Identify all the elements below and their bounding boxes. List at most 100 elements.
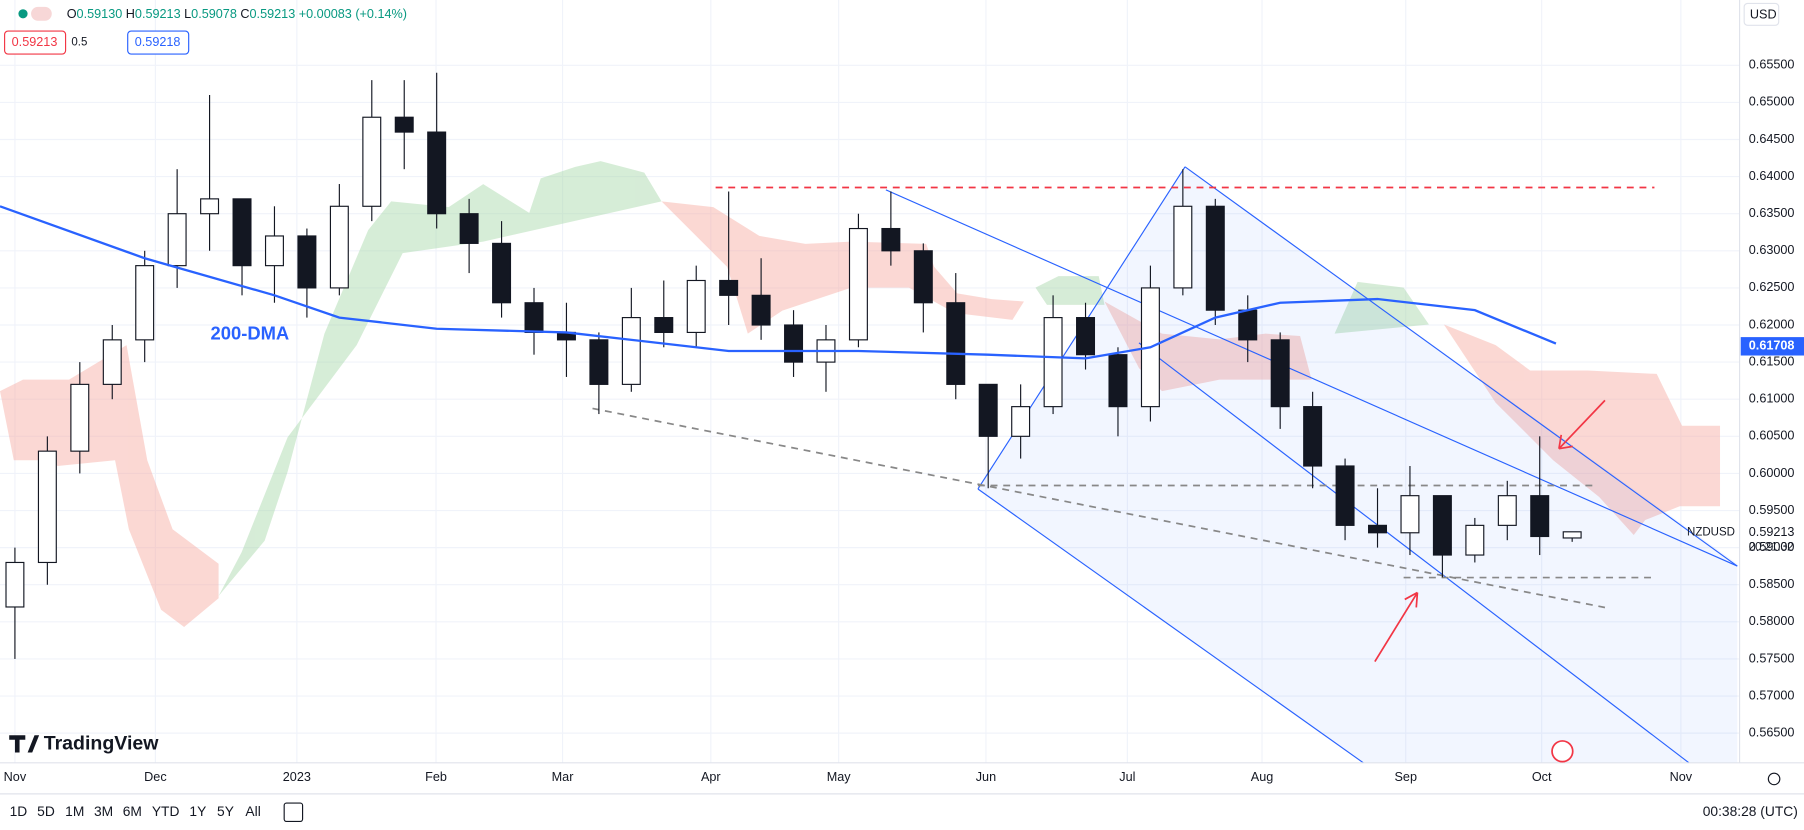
- candle-body: [1303, 406, 1323, 467]
- settings-icon[interactable]: [1767, 772, 1781, 786]
- range-button[interactable]: YTD: [152, 804, 180, 819]
- value: 0.59130: [77, 7, 123, 21]
- label: L: [184, 7, 191, 21]
- x-tick-label: Oct: [1532, 770, 1552, 784]
- y-tick-label: 0.59000: [1749, 540, 1795, 554]
- drawings: [592, 166, 1738, 764]
- candle-body: [135, 265, 155, 341]
- value: 0.59078: [191, 7, 237, 21]
- candle-body: [329, 205, 349, 289]
- candle-body: [102, 339, 122, 385]
- range-button[interactable]: 1M: [65, 804, 84, 819]
- trend-line: [1138, 342, 1690, 764]
- sell-button[interactable]: [4, 30, 67, 55]
- candle-body: [297, 235, 317, 289]
- ma-price-tag: [1740, 337, 1804, 356]
- candle-body: [492, 242, 512, 304]
- range-button[interactable]: 5Y: [217, 804, 234, 819]
- buy-button[interactable]: [127, 30, 190, 55]
- ichimoku-cloud: [0, 161, 1721, 628]
- candle-body: [1043, 317, 1063, 408]
- label: H: [126, 7, 135, 21]
- arrow: [1558, 399, 1606, 450]
- y-tick-label: 0.58500: [1749, 577, 1795, 591]
- change: +0.00083: [299, 7, 352, 21]
- candle-body: [1270, 339, 1290, 408]
- y-tick-label: 0.65500: [1749, 58, 1795, 72]
- y-tick-label: 0.61500: [1749, 354, 1795, 368]
- x-tick-label: Apr: [701, 770, 721, 784]
- moving-average: [0, 205, 1557, 360]
- trend-line: [977, 488, 1364, 764]
- candle-body: [1465, 524, 1485, 556]
- x-tick-label: Nov: [1670, 770, 1693, 784]
- x-tick-label: Dec: [144, 770, 166, 784]
- range-button[interactable]: 1D: [10, 804, 28, 819]
- y-tick-label: 0.56500: [1749, 725, 1795, 739]
- cloud: [1443, 324, 1721, 536]
- candle-body: [1238, 309, 1258, 341]
- y-tick-label: 0.62000: [1749, 317, 1795, 331]
- candle-body: [1205, 205, 1225, 311]
- calendar-icon[interactable]: [283, 802, 304, 823]
- x-tick-label: 2023: [283, 770, 311, 784]
- currency[interactable]: USD: [1750, 7, 1777, 21]
- candle-body: [70, 383, 90, 452]
- ma-label: 200-DMA: [211, 323, 290, 344]
- y-tick-label: 0.57500: [1749, 651, 1795, 665]
- event-icon[interactable]: [1551, 740, 1574, 763]
- range-button[interactable]: All: [245, 804, 260, 819]
- cloud: [1035, 276, 1105, 305]
- range-button[interactable]: 6M: [123, 804, 142, 819]
- value: 0.59213: [250, 7, 296, 21]
- last-price: 0.59213: [1749, 525, 1795, 539]
- y-tick-label: 0.57000: [1749, 688, 1795, 702]
- y-tick-label: 0.65000: [1749, 95, 1795, 109]
- x-tick-label: Nov: [4, 770, 27, 784]
- arrow: [1374, 591, 1419, 663]
- sell-price[interactable]: 0.59213: [12, 35, 58, 49]
- y-tick-label: 0.58000: [1749, 614, 1795, 628]
- y-tick-label: 0.60000: [1749, 466, 1795, 480]
- range-button[interactable]: 5D: [37, 804, 55, 819]
- candle-body: [1562, 531, 1582, 539]
- candle-body: [1530, 495, 1550, 538]
- candle-body: [362, 116, 382, 207]
- cloud: [0, 345, 219, 628]
- candle-body: [1432, 495, 1452, 556]
- candle-body: [1108, 354, 1128, 408]
- range-button[interactable]: 3M: [94, 804, 113, 819]
- candle-body: [427, 131, 447, 215]
- currency-button[interactable]: [1743, 2, 1780, 26]
- brand: TradingView: [9, 733, 159, 755]
- y-tick-label: 0.64000: [1749, 169, 1795, 183]
- x-tick-label: Sep: [1394, 770, 1416, 784]
- candle-body: [1335, 465, 1355, 526]
- candle-body: [621, 317, 641, 385]
- candle-body: [524, 302, 544, 334]
- buy-price[interactable]: 0.59218: [135, 35, 181, 49]
- y-tick-label: 0.63500: [1749, 206, 1795, 220]
- series: [0, 72, 1582, 659]
- candle-body: [751, 294, 771, 326]
- y-tick-label: 0.61000: [1749, 392, 1795, 406]
- x-tick-label: Jun: [976, 770, 996, 784]
- x-tick-label: Aug: [1251, 770, 1273, 784]
- toggle[interactable]: [31, 6, 52, 21]
- price-axis: 0.56500 0.57000 0.57500 0.58000 0.58500 0.590…: [1749, 58, 1795, 740]
- x-tick-label: Feb: [425, 770, 447, 784]
- x-tick-label: Jul: [1119, 770, 1135, 784]
- candle-body: [913, 250, 933, 304]
- channel-fill: [977, 166, 1738, 763]
- candle-body: [1497, 495, 1517, 526]
- candle-body: [1076, 317, 1096, 356]
- range-button[interactable]: 1Y: [189, 804, 206, 819]
- y-tick-label: 0.63000: [1749, 243, 1795, 257]
- candle-body: [200, 198, 220, 215]
- trend-line: [1184, 166, 1738, 567]
- time-axis: Nov Dec 2023 Feb Mar Apr May Jun Jul Aug Sep Oct Nov: [4, 770, 1693, 784]
- candle-body: [459, 213, 479, 244]
- x-tick-label: Mar: [552, 770, 574, 784]
- candle-body: [946, 302, 966, 385]
